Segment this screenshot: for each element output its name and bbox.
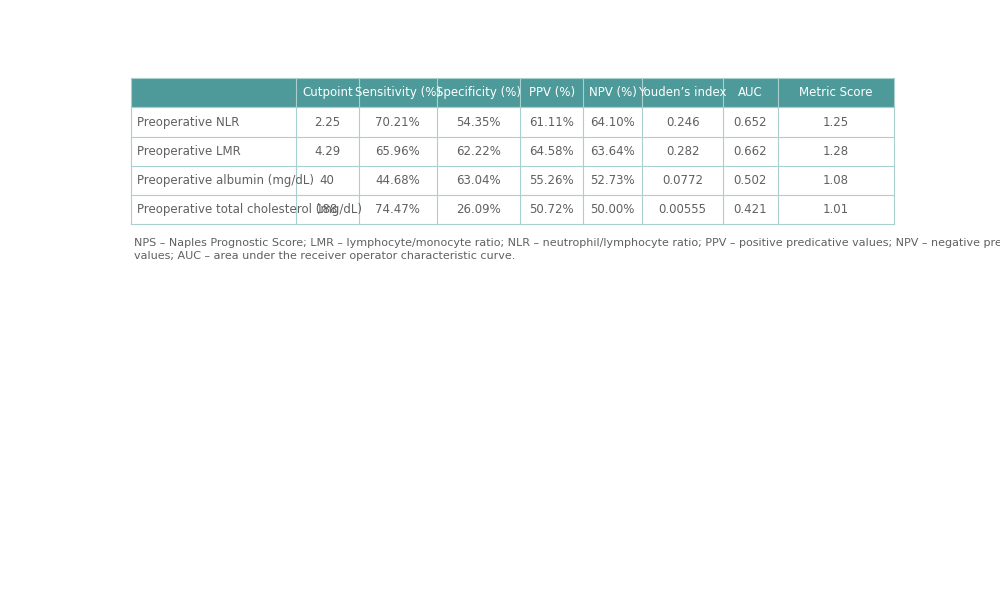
Text: NPS – Naples Prognostic Score; LMR – lymphocyte/monocyte ratio; NLR – neutrophil: NPS – Naples Prognostic Score; LMR – lym… [134,238,1000,248]
Bar [131,166,894,195]
Text: 0.652: 0.652 [734,116,767,128]
Text: 1.01: 1.01 [823,203,849,217]
Text: Preoperative total cholesterol (mg/dL): Preoperative total cholesterol (mg/dL) [137,203,362,217]
Text: 40: 40 [320,174,335,187]
Text: 0.662: 0.662 [734,145,767,158]
Bar [131,78,894,107]
Text: 0.0772: 0.0772 [662,174,703,187]
Text: 4.29: 4.29 [314,145,340,158]
Text: 1.08: 1.08 [823,174,849,187]
Text: PPV (%): PPV (%) [529,86,575,99]
Text: 63.04%: 63.04% [456,174,501,187]
Text: 44.68%: 44.68% [375,174,420,187]
Bar [131,137,894,166]
Bar [131,195,894,224]
Text: 50.72%: 50.72% [529,203,574,217]
Text: Cutpoint: Cutpoint [302,86,353,99]
Text: 0.421: 0.421 [734,203,767,217]
Text: 0.282: 0.282 [666,145,699,158]
Text: 63.64%: 63.64% [590,145,635,158]
Text: 188: 188 [316,203,338,217]
Text: 54.35%: 54.35% [456,116,501,128]
Text: 1.25: 1.25 [823,116,849,128]
Text: 50.00%: 50.00% [590,203,635,217]
Text: 65.96%: 65.96% [375,145,420,158]
Text: 2.25: 2.25 [314,116,340,128]
Text: 64.10%: 64.10% [590,116,635,128]
Text: 70.21%: 70.21% [375,116,420,128]
Text: Preoperative NLR: Preoperative NLR [137,116,240,128]
Text: Sensitivity (%): Sensitivity (%) [355,86,441,99]
Text: AUC: AUC [738,86,763,99]
Text: 64.58%: 64.58% [529,145,574,158]
Text: Metric Score: Metric Score [799,86,872,99]
Text: Youden’s index: Youden’s index [638,86,727,99]
Text: Preoperative albumin (mg/dL): Preoperative albumin (mg/dL) [137,174,314,187]
Text: 62.22%: 62.22% [456,145,501,158]
Text: values; AUC – area under the receiver operator characteristic curve.: values; AUC – area under the receiver op… [134,251,516,260]
Text: Specificity (%): Specificity (%) [436,86,521,99]
Bar [131,107,894,137]
Text: 52.73%: 52.73% [590,174,635,187]
Text: 0.502: 0.502 [734,174,767,187]
Text: Preoperative LMR: Preoperative LMR [137,145,241,158]
Text: 1.28: 1.28 [823,145,849,158]
Text: 55.26%: 55.26% [529,174,574,187]
Text: 61.11%: 61.11% [529,116,574,128]
Text: 26.09%: 26.09% [456,203,501,217]
Text: 0.00555: 0.00555 [659,203,707,217]
Text: 0.246: 0.246 [666,116,699,128]
Text: 74.47%: 74.47% [375,203,420,217]
Text: NPV (%): NPV (%) [589,86,636,99]
